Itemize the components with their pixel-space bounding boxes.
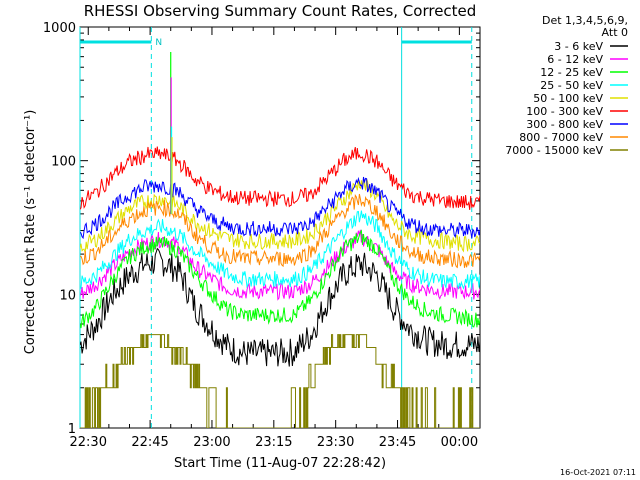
series-line: [80, 193, 480, 269]
chart-title: RHESSI Observing Summary Count Rates, Co…: [84, 2, 477, 20]
y-tick-label: 1000: [43, 21, 76, 36]
x-tick-label: 23:00: [193, 435, 230, 450]
x-tick-label: 22:45: [131, 435, 168, 450]
x-axis-label: Start Time (11-Aug-07 22:28:42): [174, 456, 386, 471]
legend-entry-label: 7000 - 15000 keV: [505, 144, 603, 157]
series-group: [80, 52, 480, 428]
legend-entry-label: 50 - 100 keV: [533, 92, 603, 105]
series-line: [80, 176, 480, 240]
day-bar-label: N: [155, 38, 162, 48]
legend-entry-label: 300 - 800 keV: [526, 118, 603, 131]
x-tick-label: 22:30: [70, 435, 107, 450]
series-line: [80, 229, 480, 301]
legend-entry-label: 6 - 12 keV: [547, 53, 603, 66]
legend-entry-label: 100 - 300 keV: [526, 105, 603, 118]
series-line: [80, 334, 480, 428]
series-line: [80, 210, 480, 290]
legend-entry-label: 25 - 50 keV: [540, 79, 603, 92]
legend-entry-label: 12 - 25 keV: [540, 66, 603, 79]
series-line: [80, 177, 480, 253]
series-line: [80, 146, 480, 210]
x-tick-label: 23:45: [379, 435, 416, 450]
legend-entry-label: 800 - 7000 keV: [519, 131, 603, 144]
timestamp: 16-Oct-2021 07:11: [560, 468, 636, 477]
y-axis-label: Corrected Count Rate (s⁻¹ detector⁻¹): [23, 110, 38, 355]
legend-header: Att 0: [602, 26, 628, 39]
y-tick-label: 1: [68, 422, 76, 437]
legend-header: Det 1,3,4,5,6,9,: [542, 14, 628, 27]
x-tick-label: 00:00: [441, 435, 478, 450]
x-tick-label: 23:30: [317, 435, 354, 450]
y-tick-label: 100: [51, 155, 76, 170]
series-line: [80, 247, 480, 367]
x-tick-label: 23:15: [255, 435, 292, 450]
plot-area: 22:30 22:45 23:00 23:15 23:30 23:45 00:00 1 10 10…: [43, 21, 481, 450]
y-tick-label: 10: [59, 288, 76, 303]
legend-entry-label: 3 - 6 keV: [554, 40, 603, 53]
series-line: [80, 229, 480, 329]
